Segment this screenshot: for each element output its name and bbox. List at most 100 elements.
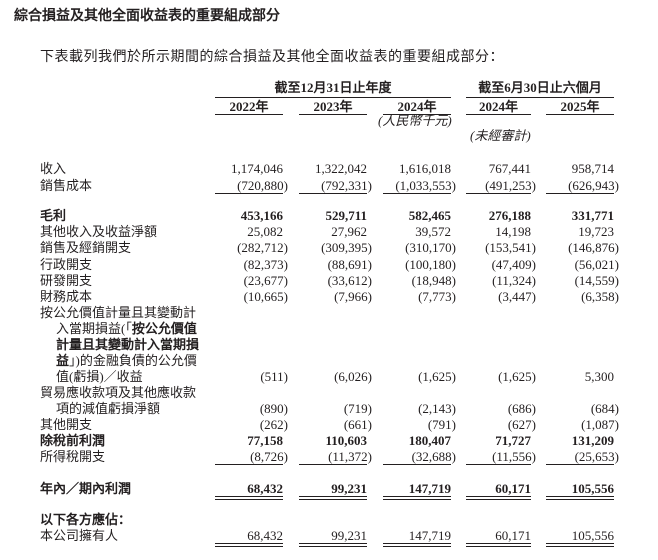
- row-label: 財務成本: [40, 289, 93, 304]
- row-value: (56,021): [574, 257, 619, 272]
- underline: [215, 464, 283, 465]
- row-label: 項的減值虧損淨額: [56, 401, 161, 416]
- row-value: 99,231: [331, 481, 367, 496]
- year-rule: [546, 114, 614, 115]
- underline: [299, 193, 367, 194]
- row-value: 19,723: [578, 224, 614, 239]
- row-value: (14,559): [574, 273, 619, 288]
- underline: [466, 464, 531, 465]
- row-label: 益」)的金融負債的公允價: [56, 353, 197, 368]
- row-value: (719): [343, 401, 372, 416]
- year-rule: [299, 114, 367, 115]
- row-value: (23,677): [243, 273, 288, 288]
- year-rule: [215, 114, 283, 115]
- row-value: (6,026): [334, 369, 372, 384]
- row-value: 39,572: [415, 224, 451, 239]
- row-label: 按公允價值計量且其變動計: [40, 305, 197, 320]
- row-value: (7,773): [418, 289, 456, 304]
- row-value: (8,726): [250, 449, 288, 464]
- double-underline: [299, 496, 367, 500]
- row-value: 147,719: [408, 528, 451, 543]
- underline: [215, 193, 283, 194]
- double-underline: [299, 543, 367, 547]
- row-label: 收入: [40, 161, 67, 176]
- row-value: (153,541): [485, 240, 536, 255]
- row-value: (11,372): [328, 449, 372, 464]
- row-value: (82,373): [243, 257, 288, 272]
- row-value: 529,711: [325, 208, 367, 223]
- underline: [299, 464, 367, 465]
- row-value: (310,170): [405, 240, 456, 255]
- row-label: 銷售及經銷開支: [40, 240, 132, 255]
- row-value: (791): [427, 417, 456, 432]
- row-label: 毛利: [40, 208, 67, 223]
- row-value: 99,231: [331, 528, 367, 543]
- double-underline: [466, 496, 531, 500]
- row-value: 77,158: [247, 433, 283, 448]
- section-title: 綜合損益及其他全面收益表的重要組成部分: [14, 9, 280, 24]
- row-value: 110,603: [325, 433, 367, 448]
- header-annual-group: 截至12月31日止年度: [274, 80, 392, 95]
- row-value: (10,665): [243, 289, 288, 304]
- double-underline: [215, 543, 283, 547]
- row-value: (7,966): [334, 289, 372, 304]
- row-value: (33,612): [327, 273, 372, 288]
- row-value: (626,943): [568, 178, 619, 193]
- underline: [546, 464, 614, 465]
- underline: [383, 193, 451, 194]
- double-underline: [383, 543, 451, 547]
- row-value: (1,625): [418, 369, 456, 384]
- row-value: 68,432: [247, 528, 283, 543]
- header-half-group: 截至6月30日止六個月: [478, 80, 602, 95]
- row-value: 276,188: [488, 208, 531, 223]
- row-value: 60,171: [495, 528, 531, 543]
- row-value: 453,166: [240, 208, 283, 223]
- row-label: 入當期損益(「按公允價值: [56, 321, 197, 336]
- row-value: 1,322,042: [315, 161, 367, 176]
- row-label: 貿易應收款項及其他應收款: [40, 385, 197, 400]
- header-rule: [466, 97, 614, 98]
- row-value: (282,712): [237, 240, 288, 255]
- row-value: 27,962: [331, 224, 367, 239]
- row-label: 除稅前利潤: [40, 433, 106, 448]
- row-label: 所得稅開支: [40, 449, 106, 464]
- row-label: 其他收入及收益淨額: [40, 224, 158, 239]
- row-value: 131,209: [571, 433, 614, 448]
- row-value: (511): [260, 369, 288, 384]
- row-value: (6,358): [581, 289, 619, 304]
- unaudited-label: (未經審計): [470, 128, 531, 143]
- year-rule: [466, 114, 531, 115]
- row-value: (11,324): [492, 273, 536, 288]
- row-value: (3,447): [498, 289, 536, 304]
- row-value: 767,441: [488, 161, 531, 176]
- row-value: 582,465: [408, 208, 451, 223]
- row-value: 147,719: [408, 481, 451, 496]
- header-rule: [215, 97, 451, 98]
- row-label: 研發開支: [40, 273, 93, 288]
- row-value: 71,727: [495, 433, 531, 448]
- intro-text: 下表載列我們於所示期間的綜合損益及其他全面收益表的重要組成部分：: [40, 50, 504, 65]
- row-value: (47,409): [491, 257, 536, 272]
- row-value: 1,174,046: [231, 161, 283, 176]
- row-value: 1,616,018: [399, 161, 451, 176]
- row-value: (627): [507, 417, 536, 432]
- underline: [546, 193, 614, 194]
- row-value: (11,556): [492, 449, 536, 464]
- row-label: 以下各方應佔：: [40, 512, 132, 527]
- row-label: 銷售成本: [40, 178, 93, 193]
- double-underline: [383, 496, 451, 500]
- row-value: (1,033,553): [395, 178, 456, 193]
- row-value: (1,087): [581, 417, 619, 432]
- row-value: (309,395): [321, 240, 372, 255]
- row-value: (684): [590, 401, 619, 416]
- row-value: 105,556: [571, 481, 614, 496]
- row-value: (720,880): [237, 178, 288, 193]
- row-label: 計量且其變動計入當期損: [56, 337, 200, 352]
- underline: [383, 464, 451, 465]
- row-value: (1,625): [498, 369, 536, 384]
- row-value: (88,691): [327, 257, 372, 272]
- year-rule: [383, 114, 451, 115]
- double-underline: [546, 496, 614, 500]
- double-underline: [215, 496, 283, 500]
- year-header: 2025年: [560, 99, 600, 114]
